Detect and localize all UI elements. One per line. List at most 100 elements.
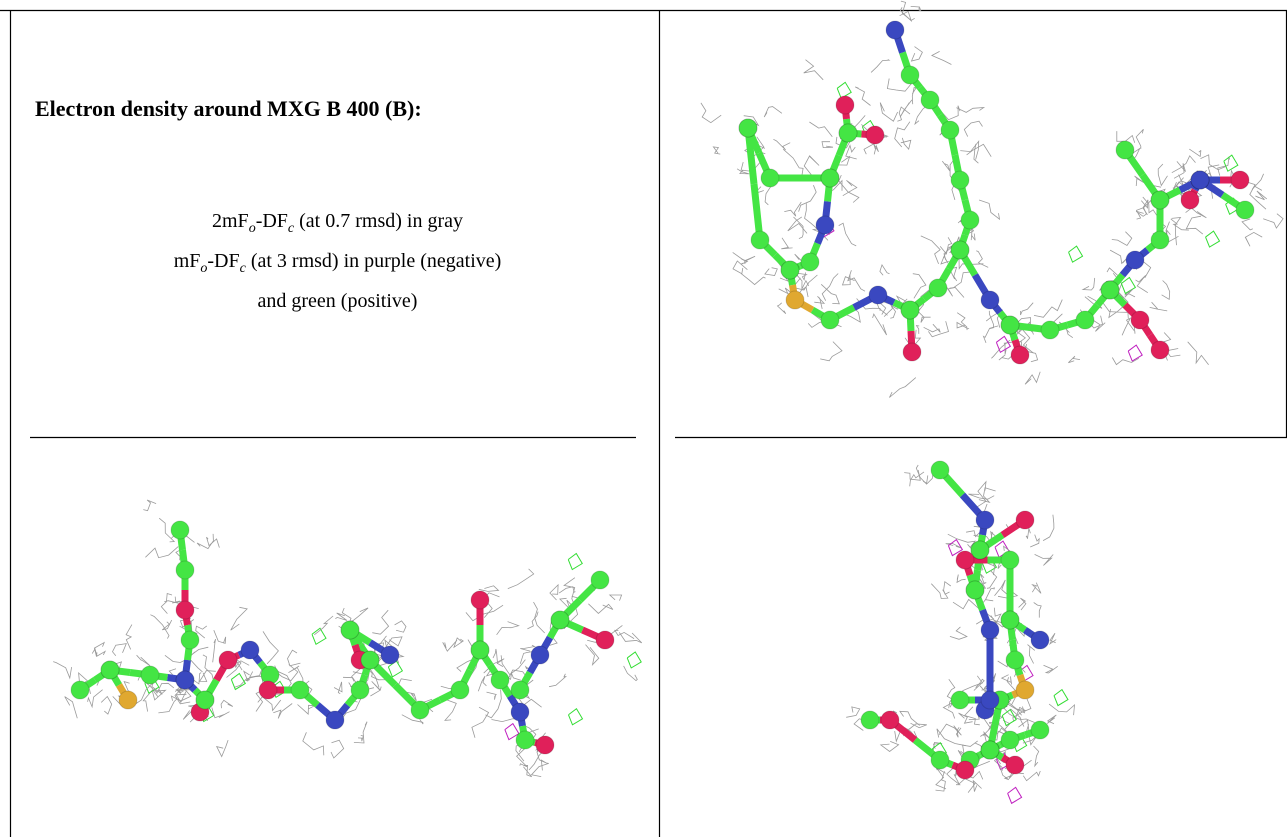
mesh	[846, 145, 857, 159]
text: -DF	[207, 250, 239, 272]
atom	[1181, 191, 1199, 209]
mesh	[1068, 356, 1080, 363]
mesh	[873, 314, 887, 335]
atom	[536, 736, 554, 754]
atom	[1006, 651, 1024, 669]
atom	[966, 581, 984, 599]
atom	[1076, 311, 1094, 329]
mesh	[764, 107, 782, 118]
atom	[1016, 681, 1034, 699]
mesh	[1112, 358, 1139, 365]
mesh	[1047, 715, 1056, 724]
mesh	[967, 144, 992, 156]
atom	[71, 681, 89, 699]
mesh	[741, 274, 765, 285]
atom	[1001, 731, 1019, 749]
mesh	[778, 303, 786, 314]
mesh	[1255, 191, 1266, 200]
mesh	[314, 616, 333, 635]
atom	[1151, 341, 1169, 359]
text: (at 0.7 rmsd) in gray	[294, 210, 463, 232]
mesh	[987, 570, 997, 588]
atom	[341, 621, 359, 639]
mesh	[814, 296, 824, 309]
mesh	[1162, 281, 1170, 300]
page: {"cell_text": {"title": "Electron densit…	[0, 0, 1287, 837]
mesh	[335, 613, 347, 621]
mesh	[523, 765, 531, 776]
mesh	[92, 649, 105, 656]
mesh	[137, 655, 151, 666]
mesh	[372, 610, 388, 634]
mesh	[143, 690, 158, 712]
difference-mesh	[1128, 345, 1142, 361]
mesh	[989, 311, 993, 329]
mesh	[334, 682, 342, 694]
mesh	[1186, 216, 1203, 234]
atom	[961, 211, 979, 229]
mesh	[559, 587, 575, 593]
atom	[786, 291, 804, 309]
mesh	[799, 185, 817, 211]
mesh	[1043, 515, 1054, 541]
difference-mesh	[1224, 155, 1238, 171]
mesh	[976, 251, 988, 268]
mesh	[911, 6, 921, 10]
atom	[951, 241, 969, 259]
atom	[1016, 511, 1034, 529]
text: (at 3 rmsd) in purple (negative)	[246, 250, 501, 272]
atom	[1191, 171, 1209, 189]
mesh	[804, 60, 824, 80]
mesh	[288, 650, 301, 666]
mesh	[822, 142, 833, 148]
mesh	[900, 100, 912, 117]
text: and green (positive)	[258, 290, 418, 312]
mesh	[162, 620, 172, 630]
desc-line: mFo-DFc (at 3 rmsd) in purple (negative)	[20, 245, 655, 285]
atom	[951, 171, 969, 189]
difference-mesh	[568, 709, 582, 725]
atom	[881, 711, 899, 729]
mesh	[804, 156, 819, 177]
atom	[886, 21, 904, 39]
difference-mesh	[568, 554, 582, 570]
mesh	[855, 87, 870, 106]
mesh	[619, 632, 642, 643]
mesh	[1242, 219, 1253, 230]
mesh	[979, 200, 999, 219]
mesh	[895, 122, 910, 147]
mesh	[298, 705, 315, 715]
mesh	[956, 108, 983, 113]
mesh	[1023, 771, 1040, 781]
mesh	[550, 585, 558, 600]
difference-mesh	[231, 673, 245, 689]
mesh	[950, 272, 973, 288]
mesh	[213, 639, 216, 662]
mesh	[950, 627, 967, 639]
mesh	[472, 707, 489, 738]
atom	[929, 279, 947, 297]
mesh	[781, 238, 792, 249]
mesh	[897, 107, 910, 121]
mesh	[358, 735, 363, 741]
mesh	[1050, 633, 1056, 644]
atom	[1151, 191, 1169, 209]
mesh	[1112, 232, 1132, 246]
mesh	[881, 741, 899, 751]
difference-mesh	[1008, 787, 1022, 803]
mesh	[713, 147, 720, 154]
mesh	[1034, 603, 1042, 618]
mesh	[158, 698, 176, 713]
atom	[1116, 141, 1134, 159]
atom	[101, 661, 119, 679]
atom	[901, 66, 919, 84]
mesh	[212, 708, 230, 718]
cell-description: 2mFo-DFc (at 0.7 rmsd) in gray mFo-DFc (…	[20, 205, 655, 317]
mesh	[783, 149, 803, 176]
atom	[1031, 631, 1049, 649]
mesh	[1049, 704, 1074, 715]
mesh	[1263, 214, 1283, 228]
atom	[471, 591, 489, 609]
mesh	[534, 602, 545, 633]
mesh	[916, 326, 919, 334]
